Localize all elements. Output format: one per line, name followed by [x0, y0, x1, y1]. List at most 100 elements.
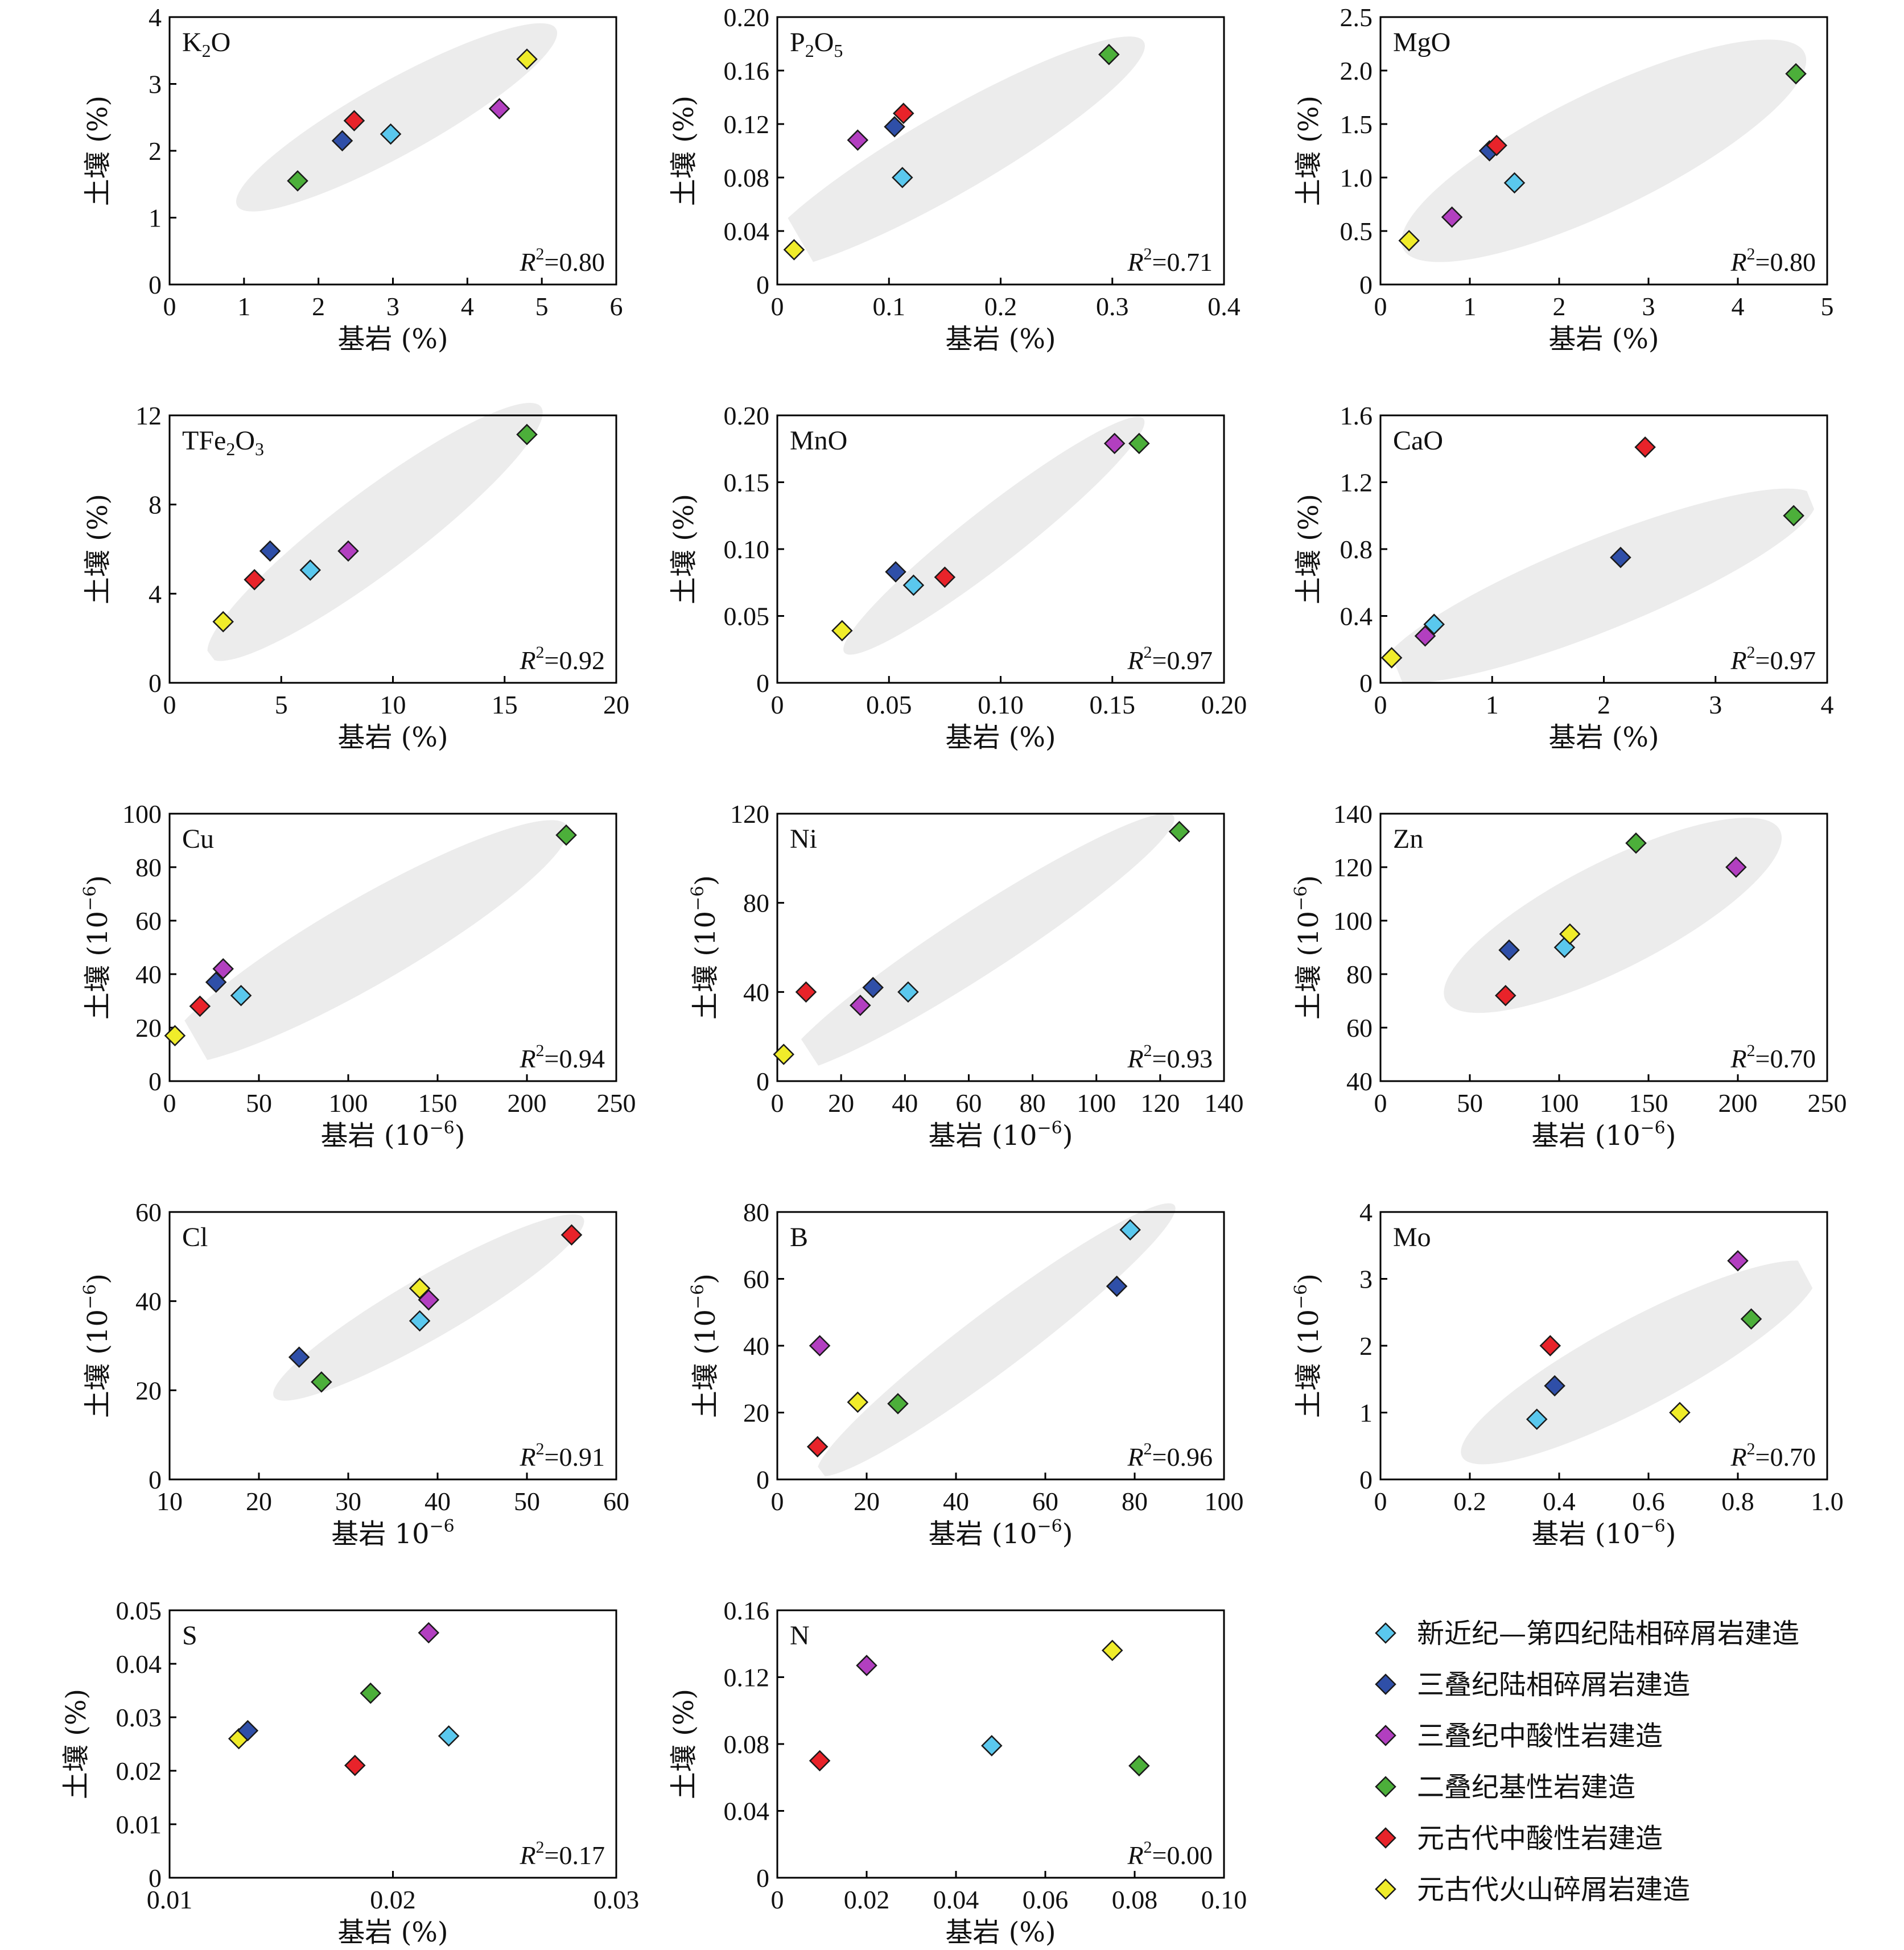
- legend-marker: [1375, 1622, 1396, 1644]
- data-point: [892, 102, 914, 124]
- x-tick-label: 150: [418, 1089, 458, 1118]
- y-axis-label: 土壤 (10−6): [1291, 1273, 1325, 1418]
- data-point: [1725, 856, 1747, 878]
- r-squared-label: R2=0.70: [1730, 1041, 1816, 1073]
- x-tick-label: 20: [246, 1487, 272, 1516]
- r-squared-label: R2=0.70: [1730, 1440, 1816, 1471]
- r-squared-label: R2=0.71: [1127, 245, 1213, 277]
- panel-title: MgO: [1393, 27, 1450, 57]
- scatter-panel-3: 0 1 2 3 4 5 0 0.5 1.0 1.5 2.0 2.5 MgO R2=0.80 基岩 (%) 土壤…: [1293, 3, 1834, 355]
- data-point: [1526, 1408, 1548, 1430]
- y-tick-label: 2: [149, 137, 162, 166]
- y-tick-label: 80: [135, 853, 162, 882]
- y-axis-label: 土壤 (%): [1293, 494, 1325, 604]
- scatter-panel-10: 10 20 30 40 50 60 0 20 40 60 Cl R2=0.91 基岩 10−6 土壤 (1…: [80, 1198, 629, 1550]
- x-tick-label: 0.20: [1201, 690, 1247, 719]
- y-tick-label: 40: [743, 1331, 769, 1361]
- x-tick-label: 0.6: [1632, 1487, 1665, 1516]
- panel-title: S: [182, 1621, 197, 1651]
- data-point: [488, 98, 510, 119]
- y-axis-label: 土壤 (%): [1293, 96, 1325, 206]
- data-point: [1740, 1308, 1762, 1330]
- x-tick-label: 0.01: [147, 1885, 193, 1914]
- data-point: [1398, 230, 1420, 252]
- y-tick-label: 0.10: [724, 535, 770, 564]
- x-tick-label: 0: [1374, 1089, 1387, 1118]
- y-tick-label: 4: [149, 579, 162, 608]
- x-tick-label: 4: [1821, 690, 1834, 719]
- confidence-ellipse: [843, 417, 1145, 655]
- legend-label: 元古代中酸性岩建造: [1417, 1823, 1663, 1854]
- data-point: [337, 540, 359, 562]
- data-point: [1498, 939, 1520, 961]
- data-point: [902, 574, 925, 596]
- x-tick-label: 80: [1122, 1487, 1148, 1516]
- x-axis-label: 基岩 (%): [1548, 722, 1659, 753]
- x-tick-label: 100: [329, 1089, 368, 1118]
- x-tick-label: 6: [610, 292, 623, 321]
- y-tick-label: 20: [135, 1376, 162, 1405]
- y-tick-label: 0: [149, 1864, 162, 1893]
- y-tick-label: 60: [135, 906, 162, 935]
- x-axis-label: 基岩 (%): [337, 722, 448, 753]
- panel-title: Mo: [1393, 1222, 1431, 1252]
- y-tick-label: 0.12: [724, 1663, 770, 1692]
- x-tick-label: 3: [386, 292, 399, 321]
- data-point: [1634, 436, 1656, 458]
- data-point: [1380, 647, 1403, 669]
- y-tick-label: 4: [1359, 1198, 1373, 1227]
- x-tick-label: 0.05: [866, 690, 912, 719]
- data-point: [1128, 432, 1150, 455]
- y-axis-label: 土壤 (%): [82, 96, 114, 206]
- y-tick-label: 0: [1359, 270, 1373, 299]
- y-tick-label: 0.12: [724, 110, 770, 139]
- y-tick-label: 2.5: [1340, 3, 1373, 32]
- data-point: [212, 958, 234, 980]
- x-tick-label: 5: [1821, 292, 1834, 321]
- data-point: [773, 1044, 794, 1065]
- x-tick-label: 0.10: [1201, 1885, 1247, 1914]
- data-point: [1098, 44, 1120, 65]
- r-squared-label: R2=0.93: [1127, 1041, 1213, 1073]
- legend-label: 三叠纪中酸性岩建造: [1417, 1720, 1663, 1752]
- y-tick-label: 0.01: [116, 1810, 162, 1839]
- data-point: [806, 1436, 829, 1458]
- x-tick-label: 0.04: [933, 1885, 979, 1914]
- y-tick-label: 1: [149, 204, 162, 233]
- data-point: [1423, 613, 1445, 635]
- r-squared-label: R2=0.91: [519, 1440, 605, 1471]
- confidence-ellipse: [1401, 39, 1807, 262]
- scatter-panel-2: 0 0.1 0.2 0.3 0.4 0 0.04 0.08 0.12 0.16 0.20 P2O5 R2…: [668, 3, 1241, 355]
- y-tick-label: 0.5: [1340, 217, 1373, 246]
- x-axis-label: 基岩 (%): [945, 722, 1056, 753]
- y-tick-label: 0: [149, 669, 162, 698]
- y-tick-label: 2.0: [1340, 56, 1373, 85]
- legend-marker: [1375, 1878, 1396, 1900]
- y-tick-label: 0.05: [116, 1596, 162, 1625]
- y-tick-label: 40: [743, 978, 769, 1007]
- data-point: [1610, 546, 1631, 568]
- x-axis-label: 基岩 (10−6): [1531, 1118, 1676, 1152]
- y-axis-label: 土壤 (%): [82, 494, 114, 604]
- panel-title: Zn: [1393, 824, 1423, 854]
- x-axis-label: 基岩 (%): [945, 1916, 1056, 1948]
- y-axis-label: 土壤 (%): [668, 96, 700, 206]
- x-tick-label: 0: [771, 1089, 784, 1118]
- r-squared-label: R2=0.17: [519, 1838, 605, 1870]
- y-tick-label: 0.04: [116, 1650, 162, 1679]
- data-point: [847, 129, 869, 151]
- y-tick-label: 1.0: [1340, 163, 1373, 192]
- data-point: [237, 1720, 259, 1742]
- legend-item: 三叠纪中酸性岩建造: [1375, 1720, 1663, 1752]
- scatter-panel-8: 0 20 40 60 80 100 120 140 0 40 80 120 Ni R2=0.93 基岩 (1…: [688, 799, 1244, 1152]
- confidence-ellipse: [756, 36, 1145, 271]
- y-tick-label: 0: [149, 1067, 162, 1096]
- legend-label: 新近纪—第四纪陆相碎屑岩建造: [1417, 1618, 1799, 1650]
- data-point: [288, 1346, 310, 1368]
- x-tick-label: 100: [1077, 1089, 1116, 1118]
- x-tick-label: 40: [892, 1089, 918, 1118]
- data-point: [783, 239, 805, 261]
- x-tick-label: 1: [1464, 292, 1477, 321]
- y-tick-label: 100: [1333, 906, 1373, 935]
- x-axis-label: 基岩 (10−6): [1531, 1516, 1676, 1550]
